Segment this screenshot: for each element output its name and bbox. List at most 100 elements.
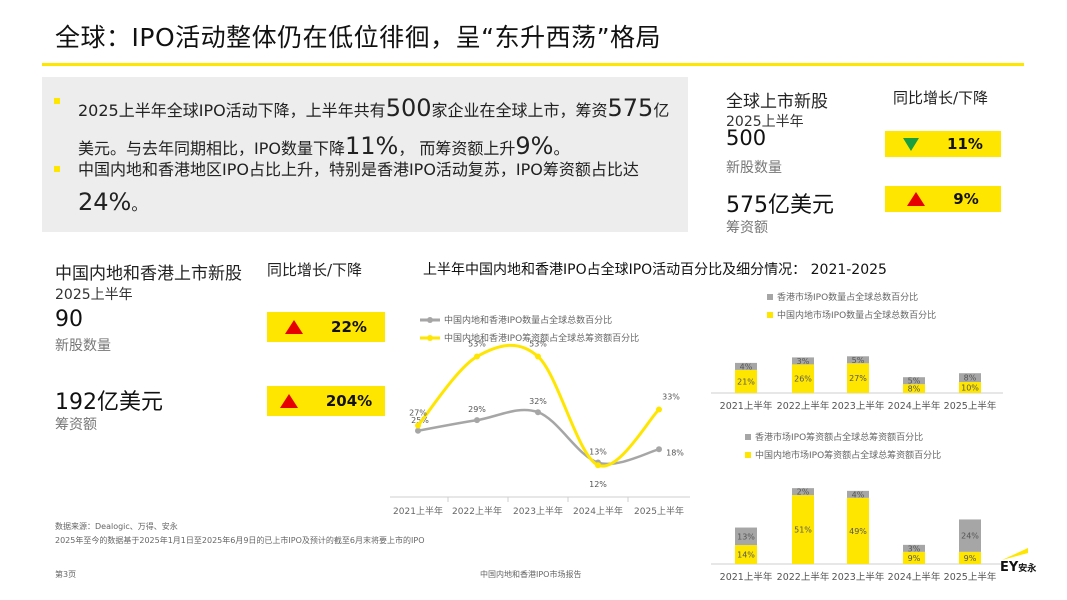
data-label: 53% [468, 340, 486, 349]
global-amount-change-box: 9% [885, 186, 1001, 212]
x-tick-label: 2024上半年 [573, 505, 623, 517]
data-point [474, 353, 480, 360]
data-point [656, 446, 662, 453]
global-change-heading: 同比增长/下降 [893, 89, 989, 107]
bar-segment [735, 362, 757, 370]
china-heading: 中国内地和香港上市新股 [55, 264, 242, 284]
bar-segment [847, 356, 869, 364]
global-count-change: 11% [947, 135, 983, 153]
x-tick-label: 2022上半年 [777, 571, 830, 583]
legend-marker-0 [427, 317, 433, 323]
data-label: 32% [529, 397, 547, 406]
china-change-heading: 同比增长/下降 [267, 261, 363, 279]
summary-bullet-2: 中国内地和香港地区IPO占比上升，特别是香港IPO活动复苏，IPO筹资额占比达2… [54, 157, 684, 221]
series-line-1 [416, 343, 661, 468]
china-amount-label: 筹资额 [55, 417, 97, 433]
report-name: 中国内地和香港IPO市场报告 [480, 570, 582, 579]
bar-label: 24% [961, 532, 979, 541]
page-number: 第3页 [55, 570, 77, 579]
bar-segment [959, 551, 981, 564]
x-tick-label: 2021上半年 [720, 400, 773, 412]
data-label: 13% [589, 448, 607, 457]
data-period-note: 2025年至今的数据基于2025年1月1日至2025年6月9日的已上市IPO及预… [55, 536, 425, 545]
legend-label: 中国内地市场IPO数量占全球总数百分比 [777, 309, 936, 321]
x-tick-label: 2021上半年 [393, 505, 443, 517]
global-count-change-box: 11% [885, 131, 1001, 157]
bullet-marker [54, 166, 60, 172]
bar-chart-ipo-amount: 香港市场IPO筹资额占全球总筹资额百分比中国内地市场IPO筹资额占全球总筹资额百… [711, 431, 1003, 583]
bar-label: 14% [737, 551, 755, 560]
bar-segment [847, 497, 869, 564]
legend-swatch [767, 312, 773, 318]
legend-label: 香港市场IPO数量占全球总数百分比 [777, 291, 918, 303]
bar-segment [792, 488, 814, 496]
x-tick-label: 2023上半年 [832, 571, 885, 583]
legend-label: 中国内地市场IPO筹资额占全球总筹资额百分比 [755, 449, 941, 461]
x-tick-label: 2023上半年 [832, 400, 885, 412]
data-point [595, 462, 601, 469]
logo-mark: EY [1000, 560, 1019, 575]
data-label: 18% [666, 448, 684, 457]
legend-swatch [745, 452, 751, 458]
data-point [535, 409, 541, 416]
china-count-change-box: 22% [267, 312, 385, 342]
global-count-value: 500 [726, 126, 767, 150]
bar-segment [792, 495, 814, 564]
bar-label: 3% [908, 544, 921, 553]
global-amount-change: 9% [953, 190, 979, 208]
x-tick-label: 2025上半年 [944, 400, 997, 412]
legend-swatch [745, 434, 751, 440]
data-label: 29% [468, 405, 486, 414]
bar-segment [959, 373, 981, 382]
bar-label: 2% [797, 488, 810, 497]
china-count-change: 22% [331, 318, 367, 336]
x-tick-label: 2024上半年 [888, 400, 941, 412]
global-amount-label: 筹资额 [726, 220, 768, 236]
bar-label: 49% [849, 527, 867, 536]
china-count-value: 90 [55, 307, 83, 332]
bar-label: 9% [964, 554, 977, 563]
data-label: 27% [409, 408, 427, 417]
bar-segment [735, 369, 757, 393]
china-amount-change-box: 204% [267, 386, 385, 416]
data-point [474, 417, 480, 424]
bar-segment [735, 545, 757, 564]
china-amount-change: 204% [325, 392, 373, 410]
x-tick-label: 2022上半年 [452, 505, 502, 517]
up-triangle-icon [907, 192, 926, 206]
x-tick-label: 2025上半年 [634, 505, 684, 517]
x-tick-label: 2021上半年 [720, 571, 773, 583]
data-label: 33% [662, 393, 680, 402]
summary-bullet-1: 2025上半年全球IPO活动下降，上半年共有500家企业在全球上市，筹资575亿… [54, 89, 684, 166]
bar-segment [903, 551, 925, 564]
legend-swatch [767, 294, 773, 300]
bar-label: 5% [852, 356, 865, 365]
bar-label: 26% [794, 375, 812, 384]
bar-label: 21% [737, 377, 755, 386]
line-chart: 中国内地和香港IPO数量占全球总数百分比中国内地和香港IPO筹资额占全球总筹资额… [390, 314, 690, 517]
x-tick-label: 2025上半年 [944, 571, 997, 583]
bar-segment [735, 527, 757, 546]
global-amount-value: 575亿美元 [726, 193, 834, 218]
chart-section-title: 上半年中国内地和香港IPO占全球IPO活动百分比及细分情况： 2021-2025 [423, 262, 887, 278]
slide-title: 全球：IPO活动整体仍在低位徘徊，呈“东升西荡”格局 [55, 23, 662, 52]
title-underline [42, 63, 1024, 66]
china-amount-value: 192亿美元 [55, 390, 163, 415]
data-point [656, 406, 662, 413]
x-tick-label: 2022上半年 [777, 400, 830, 412]
china-count-label: 新股数量 [55, 338, 111, 354]
bar-segment [847, 490, 869, 498]
bar-label: 9% [908, 554, 921, 563]
global-heading: 全球上市新股 [726, 92, 828, 112]
logo-beam-icon [1002, 548, 1028, 560]
bar-label: 4% [852, 490, 865, 499]
bar-segment [903, 377, 925, 385]
bar-label: 13% [737, 532, 755, 541]
bar-segment [792, 357, 814, 365]
bar-label: 5% [908, 377, 921, 386]
data-point [415, 422, 421, 429]
up-triangle-icon [285, 320, 304, 334]
summary-box: 2025上半年全球IPO活动下降，上半年共有500家企业在全球上市，筹资575亿… [42, 77, 688, 232]
data-point [415, 427, 421, 434]
